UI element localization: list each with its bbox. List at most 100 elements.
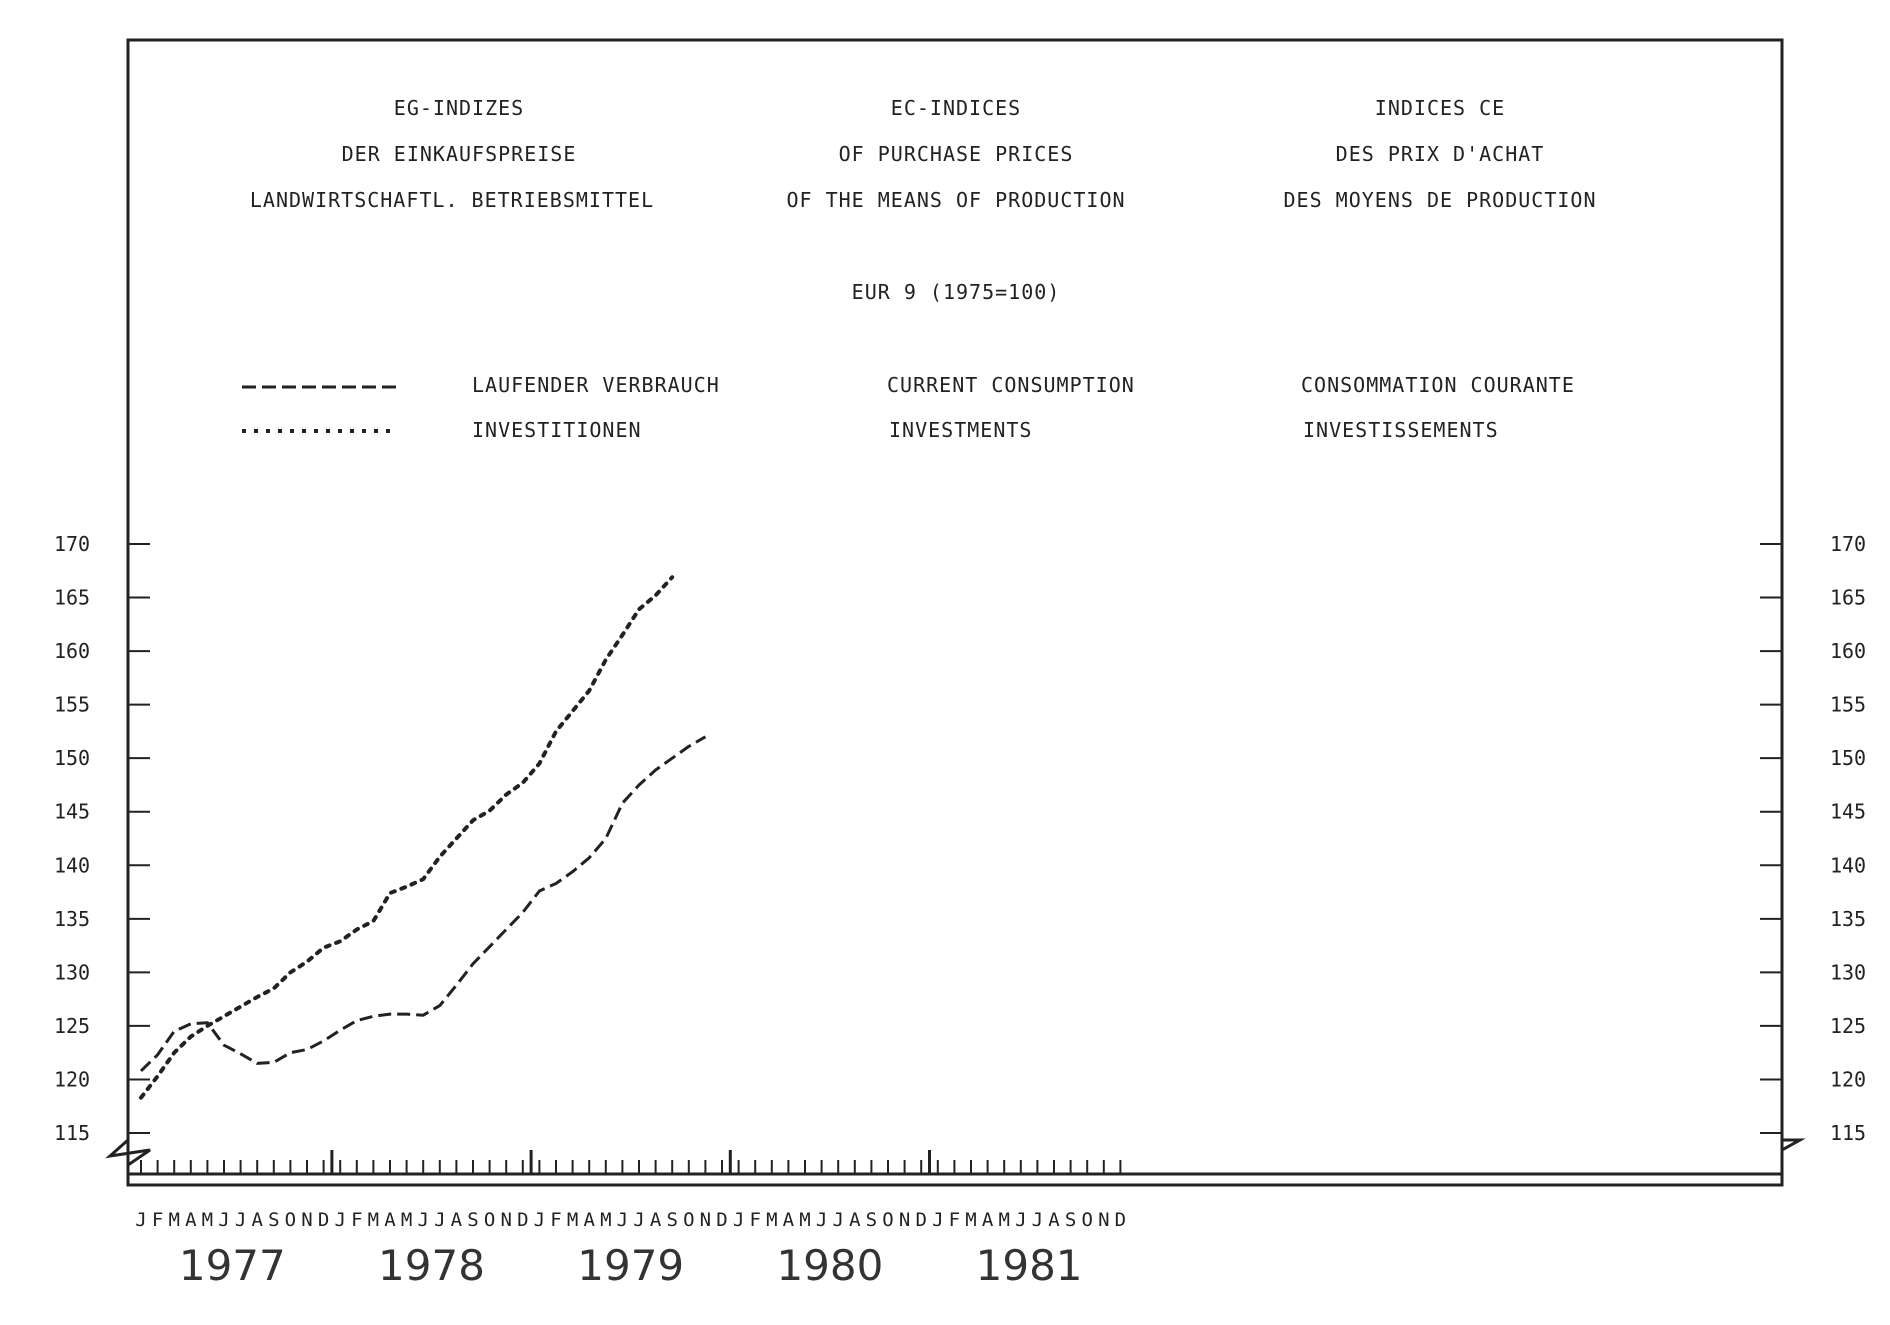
x-month-label: A: [583, 1209, 595, 1231]
x-month-label: N: [1098, 1209, 1109, 1231]
y-tick-label-right: 140: [1830, 853, 1866, 877]
x-month-label: S: [467, 1209, 478, 1231]
header-de-line-3: LANDWIRTSCHAFTL. BETRIEBSMITTEL: [250, 188, 654, 212]
x-month-label: M: [202, 1209, 213, 1231]
y-tick-label-left: 125: [54, 1014, 90, 1038]
series-line-investitionen: [139, 575, 675, 1100]
x-month-label: A: [251, 1209, 263, 1231]
y-tick-label-right: 165: [1830, 586, 1866, 610]
x-month-label: J: [816, 1209, 827, 1231]
y-tick-label-right: 120: [1830, 1067, 1866, 1091]
y-tick-label-left: 120: [54, 1067, 90, 1091]
legend-current-en: CURRENT CONSUMPTION: [887, 373, 1135, 397]
x-month-label: D: [716, 1209, 727, 1231]
x-month-label: M: [401, 1209, 412, 1231]
x-month-label: S: [666, 1209, 677, 1231]
x-month-label: J: [235, 1209, 246, 1231]
legend-invest-en: INVESTMENTS: [889, 418, 1032, 442]
header-de-line-1: EG-INDIZES: [394, 96, 524, 120]
x-month-label: S: [866, 1209, 877, 1231]
x-month-label: F: [949, 1209, 960, 1231]
series-layer: [139, 575, 707, 1100]
x-month-label: A: [650, 1209, 662, 1231]
x-month-label: A: [982, 1209, 994, 1231]
y-tick-label-left: 165: [54, 586, 90, 610]
y-tick-label-right: 170: [1830, 532, 1866, 556]
legend-invest-de: INVESTITIONEN: [472, 418, 642, 442]
x-month-label: J: [218, 1209, 229, 1231]
x-month-label: J: [1015, 1209, 1026, 1231]
y-tick-label-left: 130: [54, 960, 90, 984]
x-month-label: J: [832, 1209, 843, 1231]
x-month-label: N: [700, 1209, 711, 1231]
axis-break-left: [105, 1138, 151, 1167]
x-year-label: 1980: [776, 1241, 883, 1290]
y-tick-label-left: 135: [54, 907, 90, 931]
x-month-label: F: [749, 1209, 760, 1231]
x-month-label: F: [351, 1209, 362, 1231]
x-month-label: M: [168, 1209, 179, 1231]
y-tick-label-right: 125: [1830, 1014, 1866, 1038]
x-month-label: S: [268, 1209, 279, 1231]
x-month-label: J: [417, 1209, 428, 1231]
y-tick-label-left: 115: [54, 1121, 90, 1145]
x-month-label: N: [301, 1209, 312, 1231]
y-tick-label-right: 150: [1830, 746, 1866, 770]
x-month-label: O: [484, 1209, 495, 1231]
header-fr-line-1: INDICES CE: [1375, 96, 1505, 120]
header-en-line-2: OF PURCHASE PRICES: [839, 142, 1074, 166]
header-fr-line-2: DES PRIX D'ACHAT: [1336, 142, 1545, 166]
x-month-label: N: [500, 1209, 511, 1231]
y-tick-label-right: 145: [1830, 800, 1866, 824]
x-month-label: J: [633, 1209, 644, 1231]
x-month-label: A: [384, 1209, 396, 1231]
x-month-label: J: [135, 1209, 146, 1231]
x-month-label: M: [766, 1209, 777, 1231]
legend-current-fr: CONSOMMATION COURANTE: [1301, 373, 1575, 397]
header-base: EUR 9 (1975=100): [852, 280, 1061, 304]
y-tick-label-right: 130: [1830, 960, 1866, 984]
x-month-label: J: [617, 1209, 628, 1231]
x-month-label: M: [600, 1209, 611, 1231]
x-month-label: J: [733, 1209, 744, 1231]
y-tick-label-left: 170: [54, 532, 90, 556]
x-month-label: J: [334, 1209, 345, 1231]
x-month-label: A: [849, 1209, 861, 1231]
axis-break-right: [1780, 1138, 1806, 1165]
x-month-label: A: [1048, 1209, 1060, 1231]
chart-frame: [126, 38, 1784, 1187]
series-line-laufender-verbrauch: [139, 735, 707, 1072]
y-tick-label-right: 160: [1830, 639, 1866, 663]
x-month-label: O: [1081, 1209, 1092, 1231]
x-month-label: J: [1032, 1209, 1043, 1231]
y-tick-label-left: 155: [54, 693, 90, 717]
x-month-label: O: [683, 1209, 694, 1231]
header-fr-line-3: DES MOYENS DE PRODUCTION: [1284, 188, 1597, 212]
x-month-label: F: [152, 1209, 163, 1231]
x-month-label: N: [899, 1209, 910, 1231]
axes-layer: 115 115 120 120 125 125 130 130 135 135 140 140 145 1…: [54, 532, 1866, 1290]
x-year-label: 1981: [976, 1241, 1083, 1290]
y-tick-label-left: 145: [54, 800, 90, 824]
x-month-label: J: [932, 1209, 943, 1231]
x-month-label: M: [965, 1209, 976, 1231]
x-month-label: M: [368, 1209, 379, 1231]
x-month-label: J: [534, 1209, 545, 1231]
y-tick-label-right: 115: [1830, 1121, 1866, 1145]
x-month-label: O: [285, 1209, 296, 1231]
x-month-label: F: [550, 1209, 561, 1231]
x-month-label: A: [185, 1209, 197, 1231]
x-month-label: S: [1065, 1209, 1076, 1231]
x-year-label: 1979: [577, 1241, 684, 1290]
x-month-label: A: [451, 1209, 463, 1231]
legend-current-de: LAUFENDER VERBRAUCH: [472, 373, 720, 397]
y-tick-label-left: 140: [54, 853, 90, 877]
x-month-label: D: [915, 1209, 926, 1231]
y-tick-label-right: 155: [1830, 693, 1866, 717]
x-month-label: M: [799, 1209, 810, 1231]
header-en-line-3: OF THE MEANS OF PRODUCTION: [786, 188, 1125, 212]
x-month-label: M: [998, 1209, 1009, 1231]
x-month-label: D: [517, 1209, 528, 1231]
